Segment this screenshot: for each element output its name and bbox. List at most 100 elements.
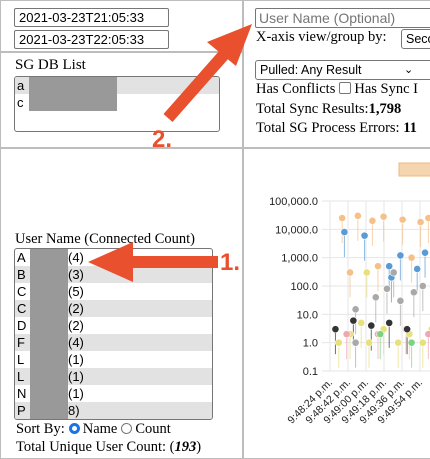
- data-point[interactable]: [379, 212, 388, 221]
- total-unique-users: Total Unique User Count: (193): [16, 439, 201, 456]
- data-point[interactable]: [409, 288, 418, 297]
- total-unique-label: Total Unique User Count: (: [16, 439, 175, 455]
- user-name: D: [17, 318, 27, 333]
- sort-count-radio[interactable]: [121, 423, 133, 434]
- data-point[interactable]: [407, 253, 416, 262]
- total-sync-value: 1,798: [368, 101, 402, 117]
- data-point[interactable]: [416, 218, 425, 227]
- y-tick-label: 10.0: [297, 309, 318, 321]
- data-point[interactable]: [353, 211, 362, 220]
- data-point[interactable]: [342, 330, 351, 339]
- data-point[interactable]: [360, 231, 369, 240]
- y-tick-label: 10,000.0: [275, 224, 318, 236]
- redaction-block: [30, 249, 68, 419]
- user-list-panel: User Name (Connected Count) A (4) B (3) C (5)…: [0, 148, 243, 459]
- user-count: (1): [68, 386, 84, 401]
- user-count: (1): [68, 369, 84, 384]
- data-point[interactable]: [389, 268, 398, 277]
- data-point[interactable]: [385, 262, 394, 271]
- data-point[interactable]: [376, 330, 385, 339]
- total-sg-errors: Total SG Process Errors: 11: [256, 120, 417, 137]
- user-name: C: [17, 284, 27, 299]
- xaxis-group-select[interactable]: Seco: [401, 29, 430, 49]
- list-item[interactable]: A (4): [15, 249, 212, 266]
- user-count: (3): [68, 267, 84, 282]
- data-point[interactable]: [385, 318, 394, 327]
- sort-name-radio[interactable]: [68, 423, 80, 434]
- data-point[interactable]: [374, 262, 382, 271]
- start-datetime-input[interactable]: [14, 8, 169, 27]
- sg-db-listbox[interactable]: a c: [14, 76, 220, 132]
- data-point[interactable]: [421, 248, 429, 257]
- data-point[interactable]: [334, 338, 343, 347]
- date-range-panel: [0, 0, 243, 52]
- sort-by-label: Sort By:: [16, 421, 65, 437]
- data-point[interactable]: [403, 325, 412, 334]
- sort-name-label: Name: [82, 421, 118, 437]
- data-point[interactable]: [351, 338, 360, 347]
- data-point[interactable]: [424, 214, 430, 222]
- user-count: (1): [68, 352, 84, 367]
- user-name: L: [17, 352, 25, 367]
- list-item[interactable]: D (2): [15, 317, 212, 334]
- end-datetime-input[interactable]: [14, 30, 169, 49]
- sync-results-chart-panel: 100,000.0 10,000.0 1,000.0 100.0 10.0 1.0 0.1 9…: [243, 148, 430, 459]
- list-item[interactable]: N (1): [15, 385, 212, 402]
- data-point[interactable]: [331, 325, 340, 334]
- user-count: (4): [68, 335, 84, 350]
- has-conflicts-label: Has Conflicts: [256, 81, 336, 97]
- conflict-filter-row: Has Conflicts Has Sync I: [256, 81, 418, 98]
- legend-swatch[interactable]: [398, 162, 430, 177]
- data-point[interactable]: [365, 338, 373, 347]
- data-point[interactable]: [394, 338, 403, 347]
- user-listbox[interactable]: A (4) B (3) C (5) C (2) D (2) F (4) L (1) L (1) N (1) P 8): [14, 248, 213, 420]
- user-name: F: [17, 335, 25, 350]
- data-point[interactable]: [413, 265, 422, 273]
- has-sync-label: Has Sync I: [354, 81, 418, 97]
- pulled-select-value: Pulled: Any Result: [260, 63, 362, 77]
- user-name: C: [17, 301, 27, 316]
- user-count: (2): [68, 318, 84, 333]
- total-errors-value: 11: [403, 120, 417, 136]
- user-count: (5): [68, 284, 84, 299]
- data-point[interactable]: [367, 321, 376, 330]
- sg-db-list-panel: SG DB List a c: [0, 52, 243, 148]
- data-point[interactable]: [338, 214, 347, 222]
- data-point[interactable]: [398, 215, 407, 224]
- has-sync-checkbox[interactable]: [339, 82, 352, 94]
- y-tick-label: 0.1: [303, 366, 318, 378]
- user-name: B: [17, 267, 26, 282]
- data-point[interactable]: [362, 268, 371, 277]
- pulled-select[interactable]: Pulled: Any Result ⌄: [255, 60, 430, 80]
- data-point[interactable]: [424, 330, 430, 339]
- user-count: 8): [68, 403, 80, 418]
- data-point[interactable]: [371, 293, 380, 302]
- data-point[interactable]: [396, 296, 405, 305]
- data-point[interactable]: [346, 268, 354, 277]
- list-item[interactable]: c: [15, 94, 219, 111]
- list-item[interactable]: C (5): [15, 283, 212, 300]
- user-count: (2): [68, 301, 84, 316]
- data-point[interactable]: [340, 228, 349, 236]
- y-tick-label: 1,000.0: [281, 253, 318, 265]
- user-name: L: [17, 369, 25, 384]
- chevron-down-icon: ⌄: [404, 64, 414, 76]
- data-point[interactable]: [357, 318, 366, 327]
- data-point[interactable]: [418, 338, 427, 347]
- total-unique-suffix: ): [196, 439, 202, 455]
- user-count: (4): [68, 250, 84, 265]
- scrollbar-thumb[interactable]: [203, 257, 211, 265]
- data-point[interactable]: [418, 282, 427, 290]
- sync-results-chart: 100,000.010,000.01,000.0100.010.01.00.19…: [269, 162, 430, 426]
- data-point[interactable]: [396, 251, 405, 260]
- sg-db-item-label: a: [17, 78, 25, 93]
- data-point[interactable]: [383, 284, 391, 293]
- username-input[interactable]: [255, 8, 430, 28]
- list-item[interactable]: L (1): [15, 351, 212, 368]
- y-tick-label: 100.0: [290, 281, 318, 293]
- data-point[interactable]: [368, 216, 377, 225]
- data-point[interactable]: [407, 338, 416, 347]
- data-point[interactable]: [351, 305, 360, 314]
- sort-count-label: Count: [135, 421, 171, 437]
- data-point[interactable]: [349, 316, 358, 325]
